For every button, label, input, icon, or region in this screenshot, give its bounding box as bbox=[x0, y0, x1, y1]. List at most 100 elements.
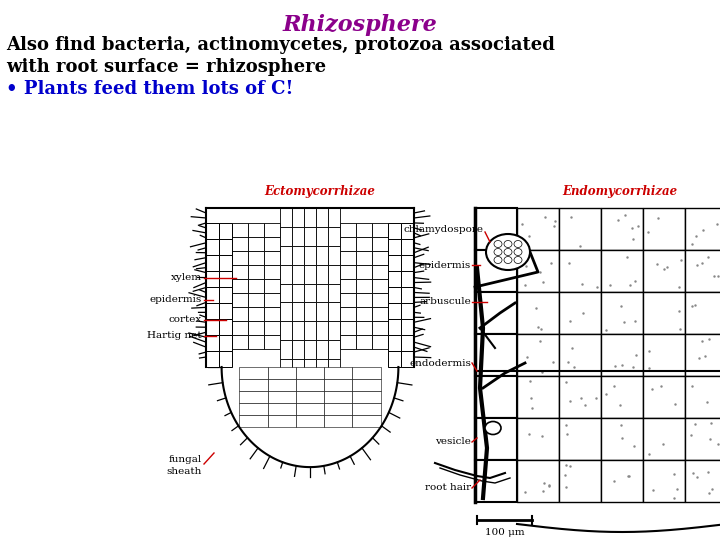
Bar bbox=[401, 303, 414, 319]
Bar bbox=[352, 415, 381, 427]
Bar bbox=[401, 335, 414, 351]
Bar bbox=[559, 376, 601, 418]
Bar bbox=[304, 208, 316, 227]
Bar bbox=[517, 250, 559, 292]
Bar bbox=[292, 321, 304, 340]
Bar bbox=[232, 293, 248, 307]
Bar bbox=[206, 303, 219, 319]
Bar bbox=[328, 302, 340, 321]
Bar bbox=[264, 307, 280, 321]
Ellipse shape bbox=[504, 256, 512, 264]
Bar bbox=[280, 302, 292, 321]
Bar bbox=[232, 335, 248, 349]
Bar bbox=[372, 335, 388, 349]
Bar bbox=[685, 292, 720, 334]
Bar bbox=[643, 334, 685, 376]
Bar bbox=[264, 251, 280, 265]
Bar bbox=[239, 415, 268, 427]
Bar bbox=[475, 460, 517, 502]
Bar bbox=[559, 292, 601, 334]
Bar bbox=[248, 307, 264, 321]
Bar bbox=[304, 227, 316, 246]
Bar bbox=[356, 307, 372, 321]
Bar bbox=[292, 265, 304, 284]
Bar bbox=[316, 340, 328, 359]
Bar bbox=[280, 340, 292, 359]
Bar bbox=[559, 334, 601, 376]
Bar bbox=[475, 208, 517, 250]
Bar bbox=[324, 391, 352, 403]
Ellipse shape bbox=[494, 248, 502, 255]
Bar bbox=[316, 321, 328, 340]
Bar bbox=[372, 307, 388, 321]
Bar bbox=[328, 359, 340, 378]
Bar bbox=[206, 319, 219, 335]
Bar bbox=[356, 251, 372, 265]
Bar bbox=[340, 223, 356, 237]
Text: xylem: xylem bbox=[171, 273, 202, 282]
Bar bbox=[268, 379, 296, 391]
Bar bbox=[304, 284, 316, 302]
Bar bbox=[264, 321, 280, 335]
Ellipse shape bbox=[494, 240, 502, 247]
Bar bbox=[292, 208, 304, 227]
Bar bbox=[280, 208, 292, 227]
Bar bbox=[296, 415, 324, 427]
Bar bbox=[268, 367, 296, 379]
Bar bbox=[340, 293, 356, 307]
Bar bbox=[206, 287, 219, 303]
Bar bbox=[340, 237, 356, 251]
Text: chlamydospore: chlamydospore bbox=[404, 226, 484, 234]
Bar bbox=[388, 303, 401, 319]
Text: 100 μm: 100 μm bbox=[485, 528, 524, 537]
Bar bbox=[559, 418, 601, 460]
Bar bbox=[643, 376, 685, 418]
Bar bbox=[316, 227, 328, 246]
Bar bbox=[401, 239, 414, 255]
Text: • Plants feed them lots of C!: • Plants feed them lots of C! bbox=[6, 80, 293, 98]
Bar bbox=[264, 335, 280, 349]
Text: Also find bacteria, actinomycetes, protozoa associated: Also find bacteria, actinomycetes, proto… bbox=[6, 36, 555, 54]
Bar bbox=[280, 321, 292, 340]
Bar bbox=[248, 251, 264, 265]
Bar bbox=[248, 279, 264, 293]
Bar bbox=[356, 293, 372, 307]
Bar bbox=[219, 319, 232, 335]
Text: Ectomycorrhizae: Ectomycorrhizae bbox=[264, 185, 375, 198]
Bar bbox=[352, 403, 381, 415]
Bar bbox=[601, 460, 643, 502]
Bar bbox=[517, 208, 559, 250]
Bar bbox=[388, 239, 401, 255]
Bar bbox=[601, 208, 643, 250]
Bar bbox=[219, 239, 232, 255]
Bar bbox=[264, 265, 280, 279]
Bar bbox=[356, 237, 372, 251]
Text: root hair: root hair bbox=[425, 483, 471, 492]
Bar bbox=[292, 340, 304, 359]
Bar bbox=[401, 287, 414, 303]
Bar bbox=[248, 335, 264, 349]
Bar bbox=[328, 321, 340, 340]
Bar bbox=[401, 255, 414, 271]
Bar bbox=[352, 367, 381, 379]
Bar bbox=[264, 293, 280, 307]
Bar bbox=[316, 302, 328, 321]
Bar bbox=[268, 415, 296, 427]
Ellipse shape bbox=[494, 256, 502, 264]
Bar bbox=[372, 237, 388, 251]
Bar bbox=[232, 321, 248, 335]
Text: epidermis: epidermis bbox=[150, 295, 202, 305]
Bar bbox=[324, 367, 352, 379]
Bar bbox=[356, 223, 372, 237]
Text: Rhizosphere: Rhizosphere bbox=[283, 14, 437, 36]
Bar bbox=[304, 302, 316, 321]
Text: epidermis: epidermis bbox=[419, 260, 471, 269]
Ellipse shape bbox=[514, 240, 522, 247]
Bar bbox=[219, 351, 232, 367]
Bar bbox=[685, 334, 720, 376]
Bar bbox=[475, 250, 517, 292]
Bar bbox=[372, 321, 388, 335]
Bar bbox=[401, 271, 414, 287]
Bar bbox=[219, 303, 232, 319]
Bar bbox=[328, 246, 340, 265]
